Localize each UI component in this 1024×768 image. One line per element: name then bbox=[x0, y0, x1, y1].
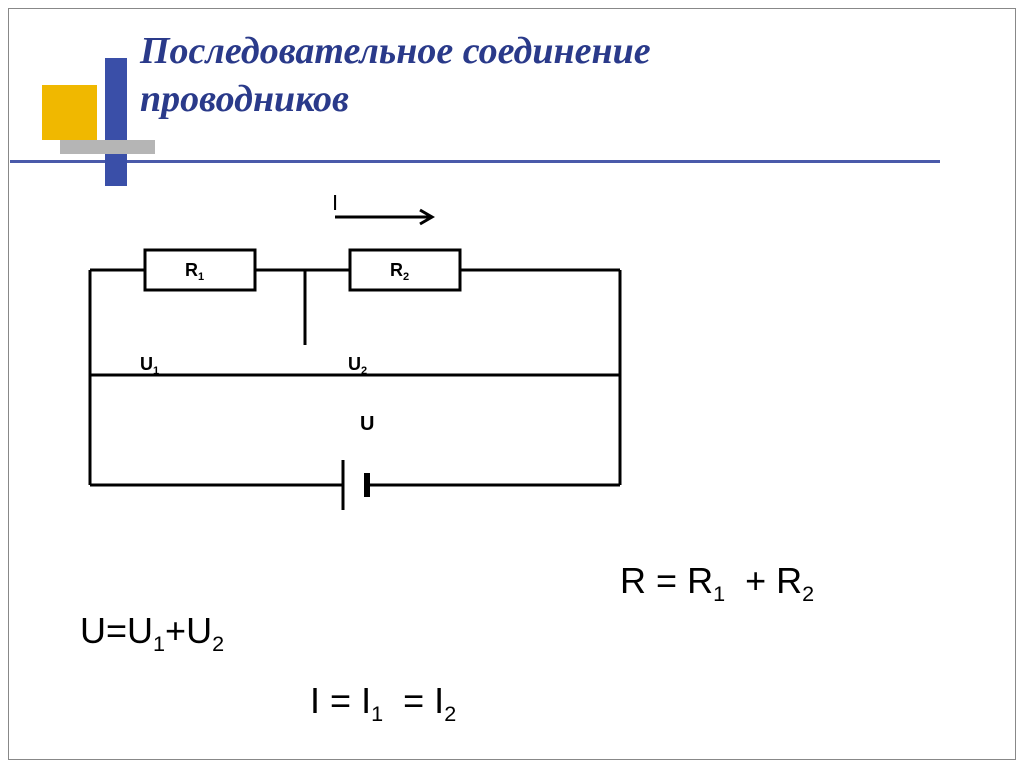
voltage-1-sub: 1 bbox=[153, 365, 159, 377]
formula-resistance: R = R1 + R2 bbox=[620, 560, 814, 607]
title-line1: Последовательное соединение bbox=[140, 30, 651, 72]
svg-text:U2: U2 bbox=[348, 354, 367, 377]
title-line2: проводников bbox=[140, 78, 349, 120]
deco-square-yellow bbox=[42, 85, 97, 140]
resistor-2-sub: 2 bbox=[403, 271, 409, 283]
formula-current: I = I1 = I2 bbox=[310, 680, 456, 727]
deco-vertical-blue bbox=[105, 58, 127, 186]
total-voltage-label: U bbox=[360, 413, 374, 435]
title-underline bbox=[10, 160, 940, 163]
deco-horizontal-gray bbox=[60, 140, 155, 154]
voltage-2-sub: 2 bbox=[361, 365, 367, 377]
resistor-2-label: R bbox=[390, 260, 403, 280]
resistor-1-label: R bbox=[185, 260, 198, 280]
current-label: I bbox=[332, 195, 338, 215]
voltage-2-label: U bbox=[348, 354, 361, 374]
resistor-1-sub: 1 bbox=[198, 271, 204, 283]
slide-title: Последовательное соединение проводников bbox=[140, 28, 651, 123]
svg-text:U1: U1 bbox=[140, 354, 159, 377]
formula-voltage: U=U1+U2 bbox=[80, 610, 224, 657]
voltage-1-label: U bbox=[140, 354, 153, 374]
circuit-diagram: I R1 R2 U1 U2 U bbox=[60, 195, 710, 515]
